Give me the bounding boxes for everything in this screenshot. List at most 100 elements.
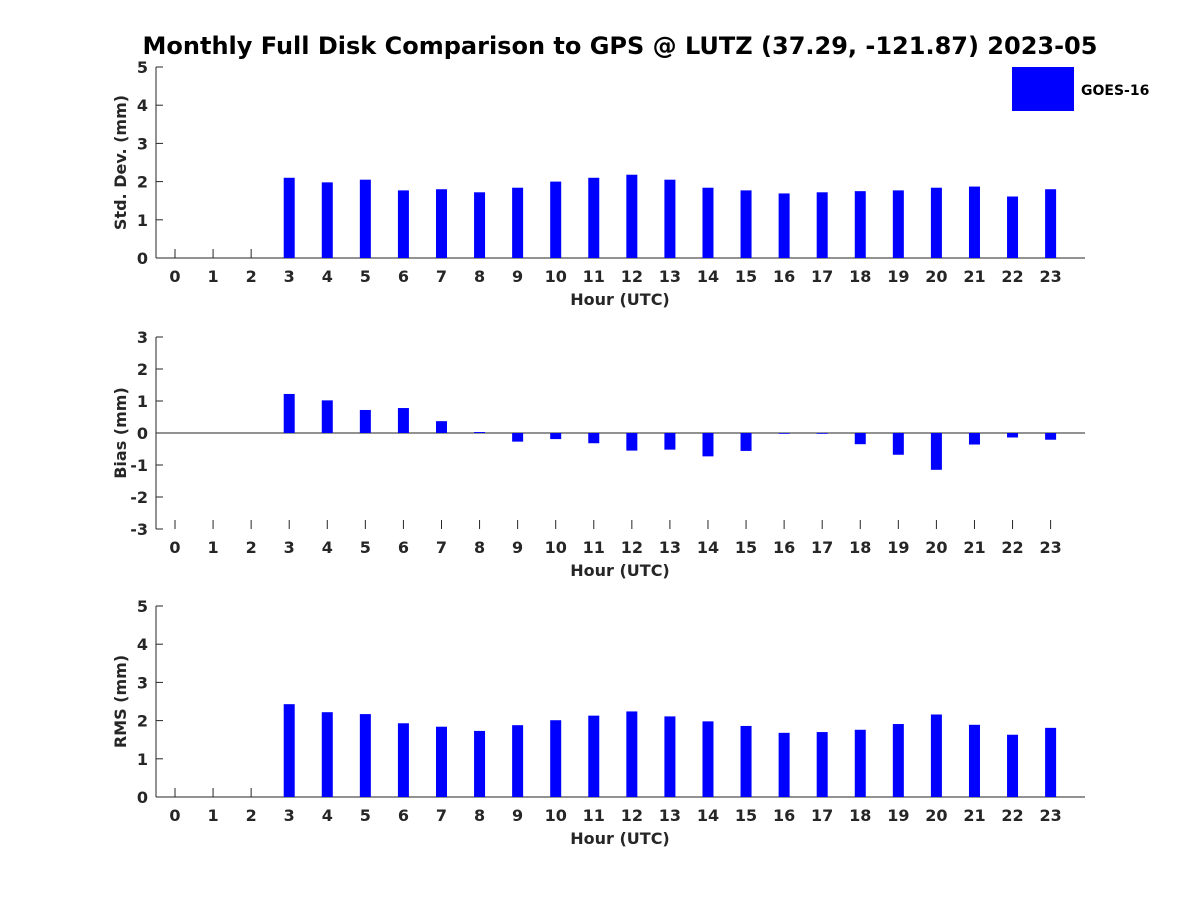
bar-hour-3 xyxy=(283,177,295,258)
bar-hour-10 xyxy=(550,181,562,258)
x-tick-label: 15 xyxy=(735,538,757,557)
bar-hour-13 xyxy=(664,716,676,797)
x-tick-label: 3 xyxy=(284,538,295,557)
bar-hour-19 xyxy=(892,724,904,797)
bar-hour-8 xyxy=(474,432,486,433)
x-tick-label: 16 xyxy=(773,267,795,286)
y-tick-label: 3 xyxy=(137,673,148,692)
x-tick-label: 17 xyxy=(811,538,833,557)
x-tick-label: 8 xyxy=(474,267,485,286)
y-tick-label: 5 xyxy=(137,58,148,77)
x-tick-label: 17 xyxy=(811,267,833,286)
y-tick-label: 4 xyxy=(137,96,148,115)
x-tick-label: 4 xyxy=(322,538,333,557)
x-tick-label: 22 xyxy=(1001,267,1023,286)
bar-hour-14 xyxy=(702,721,714,797)
y-axis-label: RMS (mm) xyxy=(111,655,130,748)
bar-hour-15 xyxy=(740,433,752,451)
y-tick-label: 4 xyxy=(137,635,148,654)
x-tick-label: 10 xyxy=(545,806,567,825)
y-tick-label: 0 xyxy=(137,424,148,443)
x-tick-label: 0 xyxy=(169,267,180,286)
bar-hour-21 xyxy=(968,433,980,445)
x-tick-label: 21 xyxy=(963,267,985,286)
y-tick-label: 5 xyxy=(137,597,148,616)
bar-hour-15 xyxy=(740,190,752,258)
x-tick-label: 6 xyxy=(398,538,409,557)
bar-hour-9 xyxy=(512,187,524,258)
bar-hour-6 xyxy=(397,190,409,258)
x-tick-label: 10 xyxy=(545,538,567,557)
bar-hour-16 xyxy=(778,433,790,434)
x-tick-label: 22 xyxy=(1001,806,1023,825)
legend: GOES-16 xyxy=(1012,67,1149,111)
x-tick-label: 8 xyxy=(474,538,485,557)
x-tick-label: 6 xyxy=(398,267,409,286)
x-tick-label: 2 xyxy=(246,267,257,286)
bar-hour-3 xyxy=(283,393,295,433)
bar-hour-9 xyxy=(512,433,524,442)
bar-hour-10 xyxy=(550,720,562,797)
y-tick-label: 1 xyxy=(137,750,148,769)
bar-hour-7 xyxy=(435,726,447,797)
bar-hour-22 xyxy=(1007,433,1019,438)
y-tick-label: 3 xyxy=(137,134,148,153)
bar-hour-21 xyxy=(968,186,980,258)
bar-hour-12 xyxy=(626,174,638,258)
x-tick-label: 7 xyxy=(436,267,447,286)
x-tick-label: 14 xyxy=(697,806,719,825)
bar-hour-5 xyxy=(359,179,371,258)
y-tick-label: 1 xyxy=(137,211,148,230)
x-tick-label: 2 xyxy=(246,806,257,825)
bar-hour-20 xyxy=(930,187,942,258)
x-tick-label: 21 xyxy=(963,806,985,825)
bar-hour-11 xyxy=(588,177,600,258)
bar-hour-8 xyxy=(474,730,486,797)
x-tick-label: 3 xyxy=(284,806,295,825)
bar-hour-6 xyxy=(397,723,409,797)
x-tick-label: 9 xyxy=(512,267,523,286)
x-tick-label: 1 xyxy=(207,806,218,825)
bar-hour-7 xyxy=(435,421,447,433)
y-tick-label: 2 xyxy=(137,712,148,731)
y-axis-label: Bias (mm) xyxy=(111,387,130,479)
bar-hour-22 xyxy=(1007,196,1019,258)
x-tick-label: 11 xyxy=(583,267,605,286)
x-tick-label: 15 xyxy=(735,806,757,825)
bar-hour-3 xyxy=(283,704,295,797)
x-tick-label: 1 xyxy=(207,267,218,286)
y-axis-label: Std. Dev. (mm) xyxy=(111,95,130,230)
bar-hour-13 xyxy=(664,433,676,450)
bar-hour-9 xyxy=(512,725,524,797)
x-tick-label: 15 xyxy=(735,267,757,286)
x-tick-label: 0 xyxy=(169,806,180,825)
x-tick-label: 13 xyxy=(659,538,681,557)
bar-hour-23 xyxy=(1045,433,1057,440)
x-tick-label: 22 xyxy=(1001,538,1023,557)
bar-hour-18 xyxy=(854,433,866,445)
x-tick-label: 23 xyxy=(1039,538,1061,557)
bar-hour-17 xyxy=(816,732,828,797)
bar-hour-5 xyxy=(359,409,371,433)
x-tick-label: 14 xyxy=(697,538,719,557)
x-tick-label: 23 xyxy=(1039,267,1061,286)
x-tick-label: 16 xyxy=(773,806,795,825)
bar-hour-21 xyxy=(968,724,980,797)
y-tick-label: 1 xyxy=(137,392,148,411)
x-tick-label: 7 xyxy=(436,538,447,557)
x-tick-label: 6 xyxy=(398,806,409,825)
x-tick-label: 19 xyxy=(887,806,909,825)
y-tick-label: 3 xyxy=(137,328,148,347)
bar-hour-18 xyxy=(854,729,866,797)
x-tick-label: 18 xyxy=(849,267,871,286)
x-axis-label: Hour (UTC) xyxy=(570,290,670,309)
x-tick-label: 12 xyxy=(621,267,643,286)
x-tick-label: 1 xyxy=(207,538,218,557)
x-axis-label: Hour (UTC) xyxy=(570,829,670,848)
bar-hour-17 xyxy=(816,192,828,258)
chart-title: Monthly Full Disk Comparison to GPS @ LU… xyxy=(143,32,1098,60)
